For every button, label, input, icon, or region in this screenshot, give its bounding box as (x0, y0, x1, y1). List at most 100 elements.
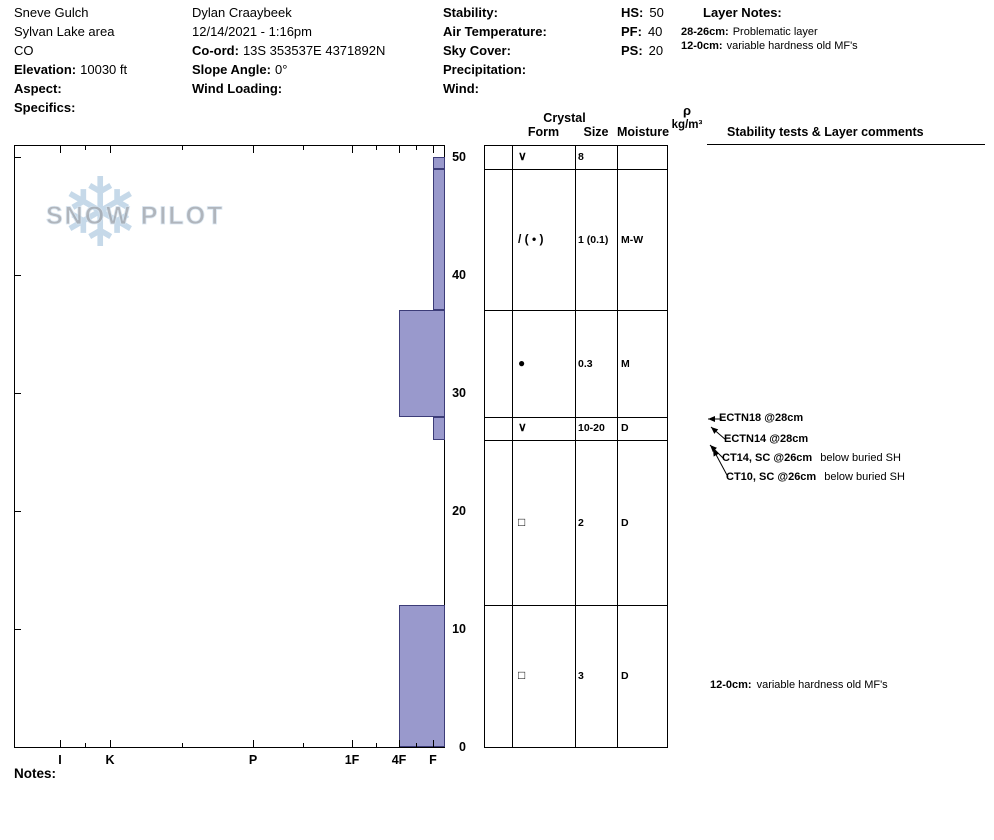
crystal-size-cell: 10-20 (578, 422, 605, 434)
crystal-form-cell: / ( • ) (518, 232, 544, 246)
wind-loading-label: Wind Loading: (192, 81, 283, 96)
aspect-label: Aspect: (14, 81, 62, 96)
notes-label: Notes: (14, 766, 57, 781)
depth-tick (15, 275, 21, 276)
pit-datetime: 12/14/2021 - 1:16pm (192, 24, 312, 39)
hardness-tick-top (352, 146, 353, 153)
stability-test: ECTN18 @28cm (719, 412, 811, 424)
depth-tick (15, 393, 21, 394)
hardness-tick-top (433, 146, 434, 153)
hardness-tick-top (399, 146, 400, 153)
depth-tick (15, 629, 21, 630)
hardness-bar (399, 605, 445, 747)
site-area: Sylvan Lake area (14, 24, 115, 39)
stability-test: CT14, SC @26cm below buried SH (722, 452, 901, 464)
layer-boundary-line (484, 416, 668, 418)
hardness-minor-tick-bottom (85, 743, 86, 747)
test-note: below buried SH (824, 471, 905, 483)
crystal-form-cell: ∨ (518, 149, 527, 163)
hardness-tick-bottom (60, 740, 61, 747)
profile-chart-frame (14, 145, 445, 748)
coord-label: Co-ord: (192, 43, 239, 58)
layer-note-text: variable hardness old MF's (726, 40, 858, 52)
test-result: ECTN14 @28cm (724, 433, 809, 445)
hs-label: HS: (621, 5, 644, 20)
coordinates-row: Co-ord: 13S 353537E 4371892N (192, 43, 385, 58)
stability-label: Stability: (443, 5, 498, 20)
comments-header-underline (707, 144, 985, 145)
hardness-bar (433, 168, 445, 311)
hardness-minor-tick-bottom (182, 743, 183, 747)
pf-value: 40 (647, 24, 663, 39)
crystal-size-cell: 8 (578, 151, 584, 163)
snowflake-icon: ❄ (60, 160, 141, 267)
table-column-divider (575, 145, 576, 748)
layer-comment: 12-0cm: variable hardness old MF's (710, 679, 888, 691)
crystal-header: Crystal (543, 111, 586, 125)
layer-comment-range: 12-0cm: (710, 679, 752, 691)
test-result: CT10, SC @26cm (726, 471, 817, 483)
layer-boundary-line (484, 605, 668, 607)
hardness-minor-tick-top (85, 146, 86, 150)
layer-note: 12-0cm: variable hardness old MF's (681, 40, 858, 52)
test-result: ECTN18 @28cm (719, 412, 804, 424)
sky-cover-label: Sky Cover: (443, 43, 511, 58)
moisture-cell: M (621, 358, 630, 370)
test-note: below buried SH (820, 452, 901, 464)
pf-row: PF: 40 (621, 24, 662, 39)
layer-note-range: 28-26cm: (681, 26, 729, 38)
hardness-bar (433, 416, 445, 441)
crystal-size-cell: 2 (578, 517, 584, 529)
ps-value: 20 (648, 43, 664, 58)
depth-tick-label: 20 (452, 504, 466, 518)
depth-tick (15, 157, 21, 158)
hardness-tick-bottom (253, 740, 254, 747)
table-column-divider (617, 145, 618, 748)
wind-label: Wind: (443, 81, 479, 96)
layer-comment-text: variable hardness old MF's (756, 679, 888, 691)
crystal-form-cell: □ (518, 515, 526, 529)
hardness-tick-top (253, 146, 254, 153)
hardness-minor-tick-top (376, 146, 377, 150)
hardness-minor-tick-top (182, 146, 183, 150)
slope-angle-value: 0° (274, 62, 288, 77)
crystal-size-cell: 3 (578, 670, 584, 682)
layer-boundary-line (484, 440, 668, 442)
stability-test: ECTN14 @28cm (724, 433, 816, 445)
layer-notes-title: Layer Notes: (703, 5, 782, 20)
hardness-axis-label: 4F (391, 753, 407, 767)
precipitation-label: Precipitation: (443, 62, 527, 77)
air-temperature-label: Air Temperature: (443, 24, 547, 39)
density-header-rho: ρ (682, 103, 692, 118)
hs-value: 50 (649, 5, 664, 20)
hardness-minor-tick-bottom (416, 743, 417, 747)
moisture-cell: D (621, 422, 629, 434)
slope-angle-label: Slope Angle: (192, 62, 271, 77)
stability-test: CT10, SC @26cm below buried SH (726, 471, 905, 483)
hardness-tick-bottom (399, 740, 400, 747)
depth-tick-label: 50 (452, 150, 466, 164)
elevation-label: Elevation: (14, 62, 77, 77)
hardness-minor-tick-top (303, 146, 304, 150)
moisture-cell: D (621, 670, 629, 682)
hardness-tick-top (110, 146, 111, 153)
layer-boundary-line (484, 168, 668, 170)
moisture-cell: D (621, 517, 629, 529)
test-result: CT14, SC @26cm (722, 452, 813, 464)
depth-tick-label: 30 (452, 386, 466, 400)
size-header: Size (583, 125, 609, 139)
layer-note: 28-26cm: Problematic layer (681, 26, 818, 38)
hardness-minor-tick-top (416, 146, 417, 150)
crystal-form-cell: ● (518, 356, 526, 370)
elevation-value: 10030 ft (80, 62, 128, 77)
layer-note-range: 12-0cm: (681, 40, 723, 52)
hardness-axis-label: P (248, 753, 258, 767)
hardness-tick-bottom (110, 740, 111, 747)
depth-tick (15, 511, 21, 512)
hardness-axis-label: K (105, 753, 115, 767)
hardness-axis-label: I (58, 753, 62, 767)
crystal-size-cell: 1 (0.1) (578, 234, 609, 246)
site-name: Sneve Gulch (14, 5, 89, 20)
hardness-axis-label: F (429, 753, 437, 767)
depth-tick (15, 747, 21, 748)
